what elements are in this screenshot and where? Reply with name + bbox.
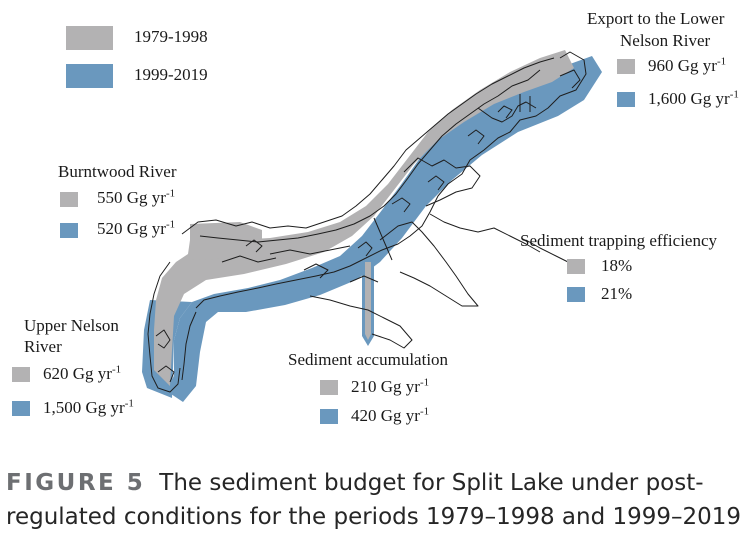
- trapping-swatch-1999-2019: [567, 287, 585, 302]
- export-title-line1: Export to the Lower: [587, 9, 725, 28]
- burntwood-inflow: [190, 222, 262, 260]
- accumulation-arrow-gray: [365, 262, 371, 340]
- trapping-value-1999-2019: 21%: [601, 284, 633, 303]
- trapping-title: Sediment trapping efficiency: [520, 231, 718, 250]
- figure-label: FIGURE 5: [6, 470, 146, 496]
- trapping-value-1979-1998: 18%: [601, 256, 633, 275]
- upper-nelson-title-line2: River: [24, 337, 62, 356]
- band-1979-1998: [154, 50, 574, 386]
- export-swatch-1999-2019: [617, 92, 635, 107]
- lake-shoreline: [147, 51, 587, 393]
- export-swatch-1979-1998: [617, 59, 635, 74]
- burntwood-title: Burntwood River: [58, 162, 177, 181]
- burntwood-value-1979-1998: 550 Gg yr-1: [97, 187, 176, 207]
- upper-nelson-value-1979-1998: 620 Gg yr-1: [43, 363, 122, 383]
- accumulation-title: Sediment accumulation: [288, 350, 449, 369]
- export-value-1999-2019: 1,600 Gg yr-1: [648, 88, 739, 108]
- upper-nelson-value-1999-2019: 1,500 Gg yr-1: [43, 397, 134, 417]
- legend-label-1979-1998: 1979-1998: [134, 27, 208, 46]
- upper-nelson-swatch-1999-2019: [12, 401, 30, 416]
- upper-nelson-title-line1: Upper Nelson: [24, 316, 119, 335]
- accumulation-value-1979-1998: 210 Gg yr-1: [351, 376, 430, 396]
- burntwood-swatch-1979-1998: [60, 192, 78, 207]
- export-value-1979-1998: 960 Gg yr-1: [648, 55, 727, 75]
- export-title-line2: Nelson River: [620, 31, 711, 50]
- legend-swatch-1979-1998: [66, 26, 113, 50]
- trapping-swatch-1979-1998: [567, 259, 585, 274]
- burntwood-value-1999-2019: 520 Gg yr-1: [97, 218, 176, 238]
- split-lake-map: [142, 50, 602, 402]
- legend-swatch-1999-2019: [66, 64, 113, 88]
- legend-label-1999-2019: 1999-2019: [134, 65, 208, 84]
- accumulation-value-1999-2019: 420 Gg yr-1: [351, 405, 430, 425]
- burntwood-swatch-1999-2019: [60, 223, 78, 238]
- caption-text: The sediment budget for Split Lake under…: [6, 470, 742, 530]
- accumulation-swatch-1979-1998: [320, 380, 338, 395]
- figure-caption: FIGURE 5 The sediment budget for Split La…: [6, 466, 746, 534]
- upper-nelson-swatch-1979-1998: [12, 367, 30, 382]
- accumulation-swatch-1999-2019: [320, 409, 338, 424]
